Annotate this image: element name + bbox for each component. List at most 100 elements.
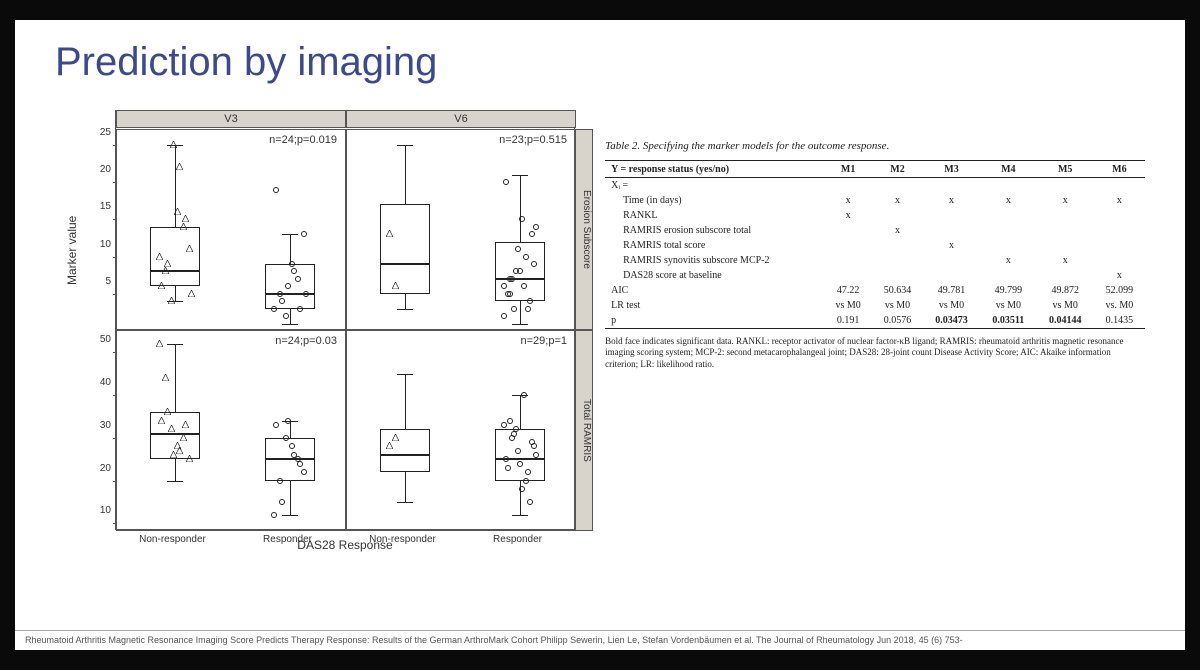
table-cell bbox=[923, 253, 980, 268]
data-point-triangle bbox=[180, 434, 187, 441]
table-cell: 49.781 bbox=[923, 283, 980, 298]
table-cell: 47.22 bbox=[824, 283, 872, 298]
table-cell bbox=[824, 223, 872, 238]
data-point-triangle bbox=[174, 208, 181, 215]
data-point-circle bbox=[519, 486, 525, 492]
data-point-circle bbox=[521, 392, 527, 398]
table-cell: 49.799 bbox=[980, 283, 1037, 298]
panel-annotation: n=29;p=1 bbox=[521, 335, 568, 347]
table-cell: 0.1435 bbox=[1094, 313, 1145, 329]
data-point-circle bbox=[295, 276, 301, 282]
data-point-circle bbox=[525, 306, 531, 312]
predictor-row: RAMRIS synovitis subscore MCP-2 bbox=[605, 253, 824, 268]
data-point-circle bbox=[297, 461, 303, 467]
table-cell bbox=[923, 268, 980, 283]
facet-panel: n=29;p=1 bbox=[346, 330, 576, 531]
data-point-triangle bbox=[186, 455, 193, 462]
table-cell bbox=[872, 208, 923, 223]
table-cell bbox=[1094, 223, 1145, 238]
table-cell bbox=[923, 223, 980, 238]
x-tick: Responder bbox=[493, 534, 542, 545]
data-point-triangle bbox=[156, 253, 163, 260]
facet-grid: V3V6Erosion SubscoreTotal RAMRISn=24;p=0… bbox=[115, 110, 575, 530]
table-section: Xᵢ = bbox=[605, 178, 824, 193]
predictor-row: RAMRIS erosion subscore total bbox=[605, 223, 824, 238]
data-point-circle bbox=[501, 283, 507, 289]
y-tick: 20 bbox=[95, 463, 111, 474]
data-point-circle bbox=[301, 231, 307, 237]
data-point-triangle bbox=[386, 230, 393, 237]
data-point-circle bbox=[283, 435, 289, 441]
data-point-triangle bbox=[158, 282, 165, 289]
data-point-circle bbox=[527, 499, 533, 505]
data-point-triangle bbox=[162, 374, 169, 381]
table-cell: x bbox=[824, 208, 872, 223]
x-tick: Responder bbox=[263, 534, 312, 545]
table-cell: x bbox=[824, 193, 872, 208]
data-point-triangle bbox=[186, 245, 193, 252]
facet-row-header: Total RAMRIS bbox=[575, 330, 593, 531]
y-tick: 25 bbox=[95, 127, 111, 138]
panel-annotation: n=23;p=0.515 bbox=[499, 134, 567, 146]
y-tick: 50 bbox=[95, 334, 111, 345]
y-tick: 10 bbox=[95, 505, 111, 516]
data-point-triangle bbox=[182, 421, 189, 428]
data-point-triangle bbox=[164, 260, 171, 267]
data-point-triangle bbox=[392, 282, 399, 289]
table-cell: x bbox=[923, 193, 980, 208]
table-cell: x bbox=[1094, 193, 1145, 208]
data-point-circle bbox=[507, 418, 513, 424]
data-point-circle bbox=[283, 313, 289, 319]
data-point-triangle bbox=[170, 141, 177, 148]
data-point-circle bbox=[527, 298, 533, 304]
data-point-triangle bbox=[168, 425, 175, 432]
data-point-circle bbox=[289, 261, 295, 267]
data-point-circle bbox=[277, 478, 283, 484]
x-tick: Non-responder bbox=[139, 534, 206, 545]
data-point-circle bbox=[505, 465, 511, 471]
table-cell bbox=[980, 268, 1037, 283]
table-cell bbox=[1037, 238, 1094, 253]
table-cell: 0.191 bbox=[824, 313, 872, 329]
data-point-circle bbox=[297, 306, 303, 312]
data-point-circle bbox=[533, 224, 539, 230]
page-title: Prediction by imaging bbox=[55, 40, 1145, 85]
data-point-triangle bbox=[168, 297, 175, 304]
data-point-triangle bbox=[182, 215, 189, 222]
table-cell bbox=[1037, 268, 1094, 283]
table-cell bbox=[980, 223, 1037, 238]
data-point-circle bbox=[503, 179, 509, 185]
y-tick: 5 bbox=[95, 276, 111, 287]
data-point-circle bbox=[301, 469, 307, 475]
data-point-circle bbox=[285, 283, 291, 289]
table-cell: vs M0 bbox=[980, 298, 1037, 313]
y-tick: 15 bbox=[95, 201, 111, 212]
table-cell: 0.03473 bbox=[923, 313, 980, 329]
table-cell: vs M0 bbox=[824, 298, 872, 313]
table-cell bbox=[923, 208, 980, 223]
data-point-triangle bbox=[156, 340, 163, 347]
marker-table-block: Table 2. Specifying the marker models fo… bbox=[605, 100, 1145, 550]
data-point-circle bbox=[501, 313, 507, 319]
data-point-circle bbox=[533, 452, 539, 458]
facet-row-header: Erosion Subscore bbox=[575, 129, 593, 330]
data-point-circle bbox=[525, 469, 531, 475]
table-cell: 0.03511 bbox=[980, 313, 1037, 329]
table-col: M1 bbox=[824, 162, 872, 178]
data-point-triangle bbox=[176, 163, 183, 170]
table-cell: 0.04144 bbox=[1037, 313, 1094, 329]
data-point-circle bbox=[507, 276, 513, 282]
table-cell bbox=[824, 238, 872, 253]
predictor-row: RANKL bbox=[605, 208, 824, 223]
data-point-circle bbox=[515, 448, 521, 454]
table-footer: Bold face indicates significant data. RA… bbox=[605, 336, 1145, 371]
data-point-circle bbox=[529, 231, 535, 237]
boxplot-figure: Marker value V3V6Erosion SubscoreTotal R… bbox=[55, 100, 585, 550]
table-cell: vs. M0 bbox=[1094, 298, 1145, 313]
table-col: M2 bbox=[872, 162, 923, 178]
data-point-circle bbox=[531, 261, 537, 267]
marker-table: Y = response status (yes/no)M1M2M3M4M5M6… bbox=[605, 160, 1145, 330]
table-caption: Table 2. Specifying the marker models fo… bbox=[605, 140, 1145, 152]
y-tick: 30 bbox=[95, 420, 111, 431]
table-cell bbox=[824, 253, 872, 268]
